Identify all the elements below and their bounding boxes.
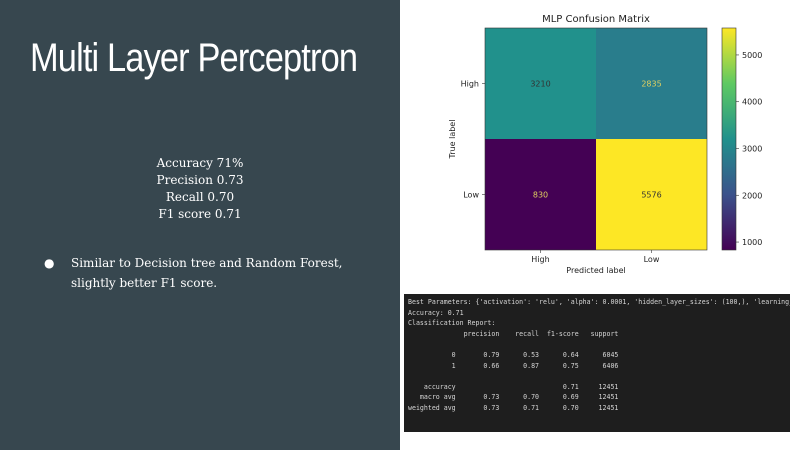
- y-axis-label: True label: [448, 120, 457, 160]
- y-tick-label: High: [461, 80, 479, 89]
- matrix-cell: [596, 139, 707, 250]
- chart-title: MLP Confusion Matrix: [542, 14, 650, 25]
- report-line: Best Parameters: {'activation': 'relu', …: [408, 298, 790, 306]
- metrics-list: Accuracy 71% Precision 0.73 Recall 0.70 F1 …: [0, 155, 400, 223]
- x-axis-label: Predicted label: [566, 266, 625, 275]
- confusion-matrix-chart: MLP Confusion Matrix 3210 2835 830 5576 Hig…: [448, 14, 762, 275]
- report-line: 0 0.79 0.53 0.64 6045: [408, 350, 619, 359]
- x-tick-label: High: [531, 255, 549, 264]
- report-line: weighted avg 0.73 0.71 0.70 12451: [408, 403, 619, 412]
- metric-line: Precision 0.73: [156, 173, 244, 187]
- metric-line: Recall 0.70: [165, 190, 235, 204]
- report-line: [408, 371, 786, 382]
- report-line: accuracy 0.71 12451: [408, 382, 619, 391]
- slide-title: Multi Layer Perceptron: [30, 36, 358, 80]
- y-tick-label: Low: [463, 191, 479, 200]
- bullet-icon: ●: [44, 256, 55, 270]
- cell-value-label: 5576: [641, 191, 661, 200]
- colorbar-tick-label: 3000: [742, 144, 762, 153]
- report-line: macro avg 0.73 0.70 0.69 12451: [408, 393, 619, 402]
- cell-value-label: 2835: [641, 80, 661, 89]
- colorbar-tick-label: 1000: [742, 238, 762, 247]
- x-tick-label: Low: [644, 255, 660, 264]
- cell-value-label: 3210: [530, 80, 550, 89]
- colorbar: [722, 28, 736, 250]
- report-line: Accuracy: 0.71: [408, 308, 464, 317]
- bullet-text: Similar to Decision tree and Random Fore…: [71, 256, 343, 290]
- report-line: Classification Report:: [408, 319, 496, 328]
- colorbar-tick-label: 5000: [742, 51, 762, 60]
- report-line: precision recall f1-score support: [408, 329, 619, 338]
- metric-line: Accuracy 71%: [156, 156, 244, 170]
- metric-line: F1 score 0.71: [158, 207, 242, 221]
- colorbar-tick-label: 2000: [742, 191, 762, 200]
- colorbar-tick-label: 4000: [742, 98, 762, 107]
- classification-report: Best Parameters: {'activation': 'relu', …: [404, 294, 790, 432]
- left-panel: Multi Layer Perceptron Accuracy 71% Preci…: [0, 0, 400, 450]
- matrix-cell: [485, 28, 596, 139]
- matrix-frame: [484, 27, 708, 251]
- matrix-cell: [485, 139, 596, 250]
- colorbar-frame: [721, 27, 737, 251]
- report-line: 1 0.66 0.87 0.75 6406: [408, 361, 619, 370]
- report-line: [408, 339, 786, 350]
- cell-value-label: 830: [533, 191, 548, 200]
- matrix-cell: [596, 28, 707, 139]
